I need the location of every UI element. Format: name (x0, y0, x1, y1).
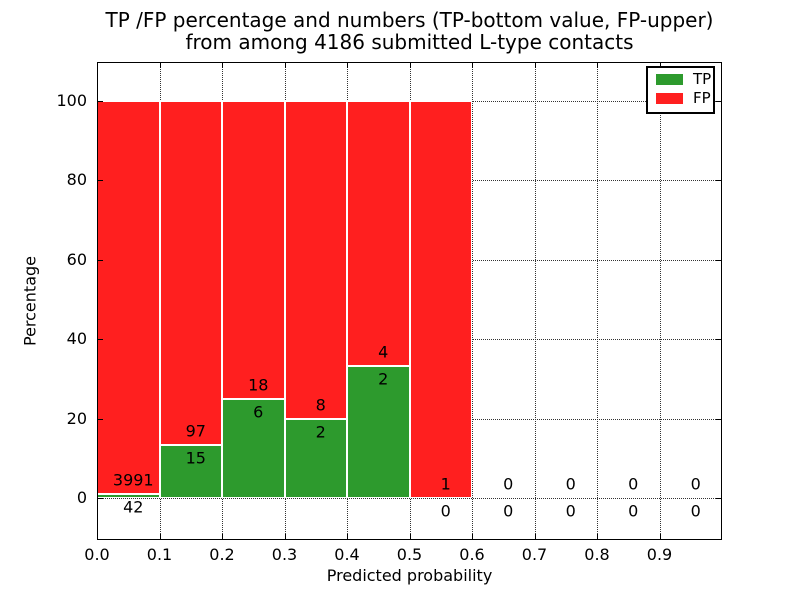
x-tick-mark-top (159, 62, 161, 68)
chart-title-line1: TP /FP percentage and numbers (TP-bottom… (105, 8, 714, 32)
x-tick-mark (222, 534, 223, 540)
fp-count-label: 8 (315, 395, 326, 415)
x-tick-label: 0.6 (459, 545, 485, 564)
x-tick-mark (472, 534, 473, 540)
x-tick-mark (534, 534, 536, 540)
fp-count-label: 0 (690, 474, 701, 494)
x-tick-label: 0.2 (209, 545, 235, 564)
y-tick-mark-right (716, 259, 722, 261)
y-tick-mark (97, 259, 103, 261)
x-tick-label: 0.4 (334, 545, 360, 564)
tp-count-label: 0 (503, 501, 514, 521)
x-gridline (534, 62, 536, 540)
y-tick-mark-right (716, 100, 722, 102)
tp-count-label: 2 (315, 422, 326, 442)
x-tick-mark (284, 534, 286, 540)
x-tick-label: 0.0 (84, 545, 110, 564)
chart-title-line2: from among 4186 submitted L-type contact… (185, 30, 634, 54)
x-tick-label: 0.7 (521, 545, 548, 564)
x-gridline (472, 62, 473, 540)
tp-bar-segment (222, 398, 285, 498)
chart-title: TP /FP percentage and numbers (TP-bottom… (97, 9, 722, 53)
tp-bar-segment (159, 444, 222, 498)
y-tick-mark-right (716, 339, 722, 341)
x-axis-label: Predicted probability (326, 566, 493, 585)
tp-legend-label: TP (693, 70, 712, 88)
y-tick-mark (97, 180, 103, 182)
tp-bar-segment (284, 418, 347, 498)
y-tick-label: 0 (76, 487, 87, 507)
y-tick-mark (97, 100, 103, 102)
x-tick-mark-top (597, 62, 598, 68)
legend: TP FP (646, 66, 715, 114)
fp-bar-segment (347, 100, 410, 366)
y-tick-label: 20 (66, 408, 87, 428)
x-gridline (597, 62, 598, 540)
y-tick-mark (97, 418, 103, 420)
tp-count-label: 15 (185, 448, 206, 468)
y-tick-mark-right (716, 418, 722, 420)
x-tick-mark-top (409, 62, 411, 68)
x-tick-mark-top (97, 62, 98, 68)
y-tick-label: 100 (56, 90, 87, 110)
fp-count-label: 0 (503, 474, 514, 494)
fp-count-label: 0 (628, 474, 639, 494)
fp-bar-segment (159, 100, 222, 445)
fp-bar-segment (284, 100, 347, 419)
fp-count-label: 1 (440, 474, 451, 494)
fp-bar-segment (222, 100, 285, 399)
tp-count-label: 0 (628, 501, 639, 521)
x-gridline (659, 62, 661, 540)
x-tick-mark (159, 534, 161, 540)
x-tick-label: 0.5 (396, 545, 423, 564)
x-tick-mark-top (222, 62, 223, 68)
y-tick-label: 40 (66, 329, 87, 349)
x-tick-mark (597, 534, 598, 540)
y-tick-label: 60 (66, 249, 87, 269)
x-tick-mark (409, 534, 411, 540)
y-tick-mark-right (716, 180, 722, 182)
x-tick-mark (659, 534, 661, 540)
x-tick-mark (347, 534, 348, 540)
fp-bar-segment (409, 100, 472, 498)
legend-item-tp: TP (648, 70, 713, 89)
x-tick-label: 0.9 (646, 545, 673, 564)
fp-legend-label: FP (693, 89, 711, 107)
tp-count-label: 0 (690, 501, 701, 521)
x-tick-mark-top (534, 62, 536, 68)
x-tick-mark-top (284, 62, 286, 68)
tp-count-label: 6 (253, 402, 264, 422)
legend-item-fp: FP (648, 89, 713, 108)
y-tick-mark (97, 497, 103, 499)
x-tick-label: 0.1 (146, 545, 173, 564)
tp-count-label: 0 (440, 501, 451, 521)
fp-count-label: 18 (248, 375, 269, 395)
tp-bar-segment (347, 365, 410, 498)
fp-count-label: 0 (565, 474, 576, 494)
fp-legend-swatch (656, 93, 683, 104)
x-tick-mark-top (472, 62, 473, 68)
y-tick-mark (97, 339, 103, 341)
x-tick-mark (97, 534, 98, 540)
fp-count-label: 97 (185, 421, 206, 441)
fp-bar-segment (97, 100, 160, 494)
x-tick-mark-top (347, 62, 348, 68)
y-tick-mark-right (716, 497, 722, 499)
plot-area: 3991 42 97 15 18 6 8 2 4 2 1 0 0 0 0 0 0 0 0 0 TP FP (97, 62, 722, 540)
tp-count-label: 2 (378, 369, 389, 389)
tp-count-label: 42 (123, 497, 144, 517)
fp-count-label: 3991 (112, 470, 154, 490)
tp-legend-swatch (656, 74, 683, 85)
y-tick-label: 80 (66, 170, 87, 190)
x-tick-label: 0.3 (271, 545, 298, 564)
x-tick-label: 0.8 (584, 545, 610, 564)
fp-count-label: 4 (378, 342, 389, 362)
tp-count-label: 0 (565, 501, 576, 521)
x-tick-mark-top (659, 62, 661, 68)
